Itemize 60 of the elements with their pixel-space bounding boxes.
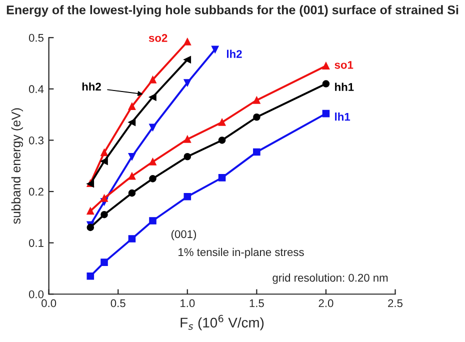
point (322, 62, 330, 70)
y-tick-label: 0.2 (28, 188, 44, 196)
point (184, 79, 192, 86)
point (218, 118, 226, 126)
point (149, 93, 156, 101)
point (128, 118, 136, 126)
x-tick-label: 1.5 (250, 299, 264, 308)
point (128, 189, 136, 197)
x-tick-label: 0.5 (110, 299, 126, 308)
point (128, 172, 136, 180)
point (149, 76, 156, 84)
y-tick-label: 0.4 (28, 85, 44, 94)
series-label: lh1 (335, 112, 350, 121)
legend-label: hh2 (82, 82, 101, 90)
x-tick-label: 0.0 (42, 299, 56, 308)
chart-title: Energy of the lowest-lying hole subbands for the (001) surface of strained Si (6, 5, 458, 17)
series-label: hh1 (335, 82, 354, 91)
point (100, 210, 108, 218)
point (184, 56, 192, 64)
point (253, 96, 260, 104)
x-tick-label: 2.0 (318, 299, 334, 308)
x-axis-title: F$_{s}$ (10$^{6}$ V/cm) (180, 314, 264, 330)
series-label: lh2 (226, 50, 242, 58)
point (211, 46, 219, 54)
point (86, 207, 94, 215)
point (149, 124, 156, 132)
point (253, 148, 260, 156)
x-tick-label: 1.0 (180, 299, 195, 308)
y-axis-title: subband energy (eV) (11, 108, 23, 224)
point (218, 174, 226, 182)
point (100, 194, 108, 202)
point (128, 102, 136, 110)
point (184, 193, 192, 200)
point (184, 136, 192, 143)
point (128, 235, 136, 242)
point (149, 217, 156, 224)
series-label: so1 (334, 61, 354, 69)
y-tick-label: 0.1 (28, 239, 44, 247)
series-label: so2 (148, 34, 168, 42)
point (253, 113, 260, 121)
point (322, 80, 330, 88)
point (100, 158, 108, 165)
point (218, 136, 226, 144)
point (100, 258, 108, 266)
point (128, 152, 136, 160)
x-tick-label: 2.5 (388, 299, 403, 308)
annotation: 1% tensile in-plane stress (178, 248, 304, 258)
point (149, 175, 156, 182)
point (86, 272, 94, 280)
annotation: (001) (171, 230, 196, 240)
point (184, 152, 192, 160)
point (184, 38, 192, 46)
point (149, 158, 156, 166)
point (322, 110, 330, 118)
y-tick-label: 0.5 (28, 34, 44, 42)
point (86, 224, 94, 232)
y-tick-label: 0.0 (28, 290, 44, 298)
point (100, 148, 108, 156)
y-tick-label: 0.3 (28, 136, 44, 144)
annotation: grid resolution: 0.20 nm (272, 274, 388, 284)
